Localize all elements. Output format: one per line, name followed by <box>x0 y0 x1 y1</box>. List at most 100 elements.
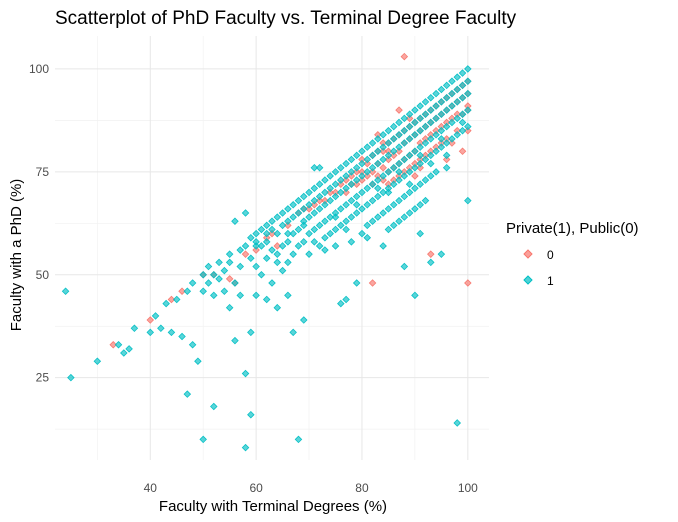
scatter-point-1 <box>352 176 361 184</box>
scatter-point-1 <box>421 176 430 184</box>
scatter-point-1 <box>204 262 213 271</box>
scatter-point-1 <box>368 180 377 188</box>
scatter-point-1 <box>67 373 75 382</box>
scatter-point-1 <box>448 77 456 86</box>
scatter-point-1 <box>384 205 393 213</box>
scatter-point-1 <box>427 93 435 102</box>
scatter-point-1 <box>299 316 308 324</box>
scatter-point-1 <box>437 135 446 143</box>
scatter-point-1 <box>326 213 334 221</box>
scatter-point-1 <box>405 180 414 188</box>
scatter-point-1 <box>337 221 345 230</box>
scatter-point-1 <box>183 287 192 295</box>
scatter-point-1 <box>310 196 319 205</box>
scatter-point-1 <box>252 262 260 271</box>
scatter-point-1 <box>405 135 414 143</box>
scatter-point-0 <box>146 316 155 324</box>
scatter-point-1 <box>284 258 292 267</box>
legend-label-1: 1 <box>547 274 554 288</box>
scatter-point-1 <box>231 217 239 226</box>
scatter-point-1 <box>437 250 446 258</box>
scatter-point-1 <box>315 192 324 201</box>
scatter-point-1 <box>432 114 440 123</box>
scatter-point-1 <box>458 118 467 127</box>
scatter-point-1 <box>363 143 372 151</box>
scatter-point-1 <box>183 390 192 398</box>
scatter-point-1 <box>453 73 462 81</box>
scatter-point-1 <box>416 143 424 151</box>
scatter-point-1 <box>384 225 393 234</box>
scatter-point-1 <box>395 143 403 151</box>
legend-title: Private(1), Public(0) <box>506 220 639 237</box>
scatter-point-1 <box>315 163 324 172</box>
scatter-point-1 <box>368 139 377 147</box>
scatter-point-1 <box>442 122 451 131</box>
scatter-point-1 <box>389 147 398 156</box>
scatter-point-1 <box>342 201 350 209</box>
scatter-point-1 <box>151 312 160 320</box>
scatter-point-1 <box>157 324 165 333</box>
scatter-point-1 <box>416 180 424 188</box>
scatter-point-1 <box>358 159 366 168</box>
scatter-point-0 <box>379 163 387 172</box>
scatter-point-1 <box>262 238 271 246</box>
scatter-point-0 <box>342 176 350 184</box>
scatter-point-1 <box>347 168 356 176</box>
scatter-point-1 <box>326 172 334 180</box>
scatter-point-1 <box>199 287 207 295</box>
scatter-point-1 <box>405 151 414 160</box>
scatter-point-1 <box>236 291 245 300</box>
scatter-point-1 <box>273 213 282 221</box>
scatter-point-1 <box>321 233 329 242</box>
scatter-point-1 <box>368 196 377 205</box>
scatter-point-1 <box>225 250 234 258</box>
scatter-point-1 <box>464 65 472 73</box>
scatter-point-1 <box>416 229 424 238</box>
scatter-point-1 <box>210 291 218 300</box>
scatter-point-0 <box>379 176 387 184</box>
scatter-point-1 <box>458 93 467 102</box>
scatter-point-1 <box>405 110 414 118</box>
scatter-point-1 <box>278 209 287 217</box>
scatter-point-0 <box>384 155 393 164</box>
y-tick-label: 50 <box>36 268 50 282</box>
scatter-point-1 <box>374 213 382 221</box>
scatter-point-1 <box>421 155 430 164</box>
scatter-point-1 <box>363 168 372 176</box>
scatter-point-1 <box>278 242 287 250</box>
scatter-point-1 <box>405 188 414 197</box>
scatter-point-1 <box>389 180 398 188</box>
scatter-point-1 <box>305 213 313 221</box>
scatter-point-0 <box>442 155 451 164</box>
scatter-point-1 <box>305 201 313 209</box>
scatter-point-1 <box>241 242 250 250</box>
scatter-point-1 <box>448 118 456 127</box>
scatter-point-1 <box>405 122 414 131</box>
scatter-point-1 <box>453 85 462 94</box>
scatter-point-1 <box>432 168 440 176</box>
y-tick-label: 25 <box>36 371 50 385</box>
scatter-point-1 <box>437 85 446 94</box>
scatter-point-0 <box>379 147 387 156</box>
scatter-point-0 <box>464 279 472 287</box>
scatter-point-0 <box>310 201 319 209</box>
scatter-point-1 <box>400 213 409 221</box>
scatter-point-1 <box>247 233 255 242</box>
scatter-point-1 <box>342 225 350 234</box>
scatter-point-1 <box>130 324 139 333</box>
scatter-point-1 <box>284 205 292 213</box>
scatter-point-1 <box>331 180 340 188</box>
scatter-point-1 <box>405 168 414 176</box>
scatter-point-1 <box>347 213 356 221</box>
scatter-point-1 <box>342 295 350 304</box>
scatter-point-0 <box>284 221 292 230</box>
scatter-point-0 <box>395 106 403 114</box>
scatter-point-1 <box>400 262 409 271</box>
scatter-point-1 <box>284 217 292 226</box>
scatter-point-1 <box>262 295 271 304</box>
scatter-point-1 <box>352 163 361 172</box>
scatter-point-1 <box>257 242 266 250</box>
